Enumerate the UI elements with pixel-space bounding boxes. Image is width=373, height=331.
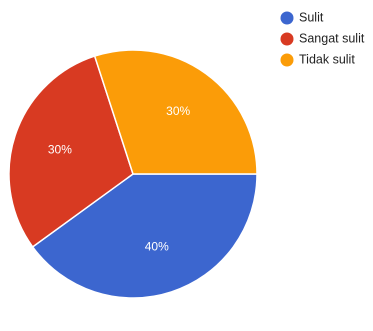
chart-legend: Sulit Sangat sulit Tidak sulit xyxy=(280,10,365,67)
pie-slices xyxy=(8,49,258,299)
pie-slice-tidak-sulit xyxy=(93,49,258,175)
legend-swatch-sangat-sulit xyxy=(280,32,294,46)
legend-label-tidak-sulit: Tidak sulit xyxy=(299,52,355,66)
legend-swatch-sulit xyxy=(280,11,294,25)
pie-slice-labels: 40% 30% 30% xyxy=(48,104,191,253)
pie-slice-sulit xyxy=(31,173,258,299)
legend-label-sangat-sulit: Sangat sulit xyxy=(299,31,365,45)
pie-slice-sangat-sulit xyxy=(8,55,134,248)
slice-label-sangat-sulit: 30% xyxy=(48,142,72,156)
slice-label-tidak-sulit: 30% xyxy=(166,104,190,118)
slice-label-sulit: 40% xyxy=(145,239,169,253)
legend-swatch-tidak-sulit xyxy=(280,53,294,67)
legend-label-sulit: Sulit xyxy=(299,10,324,24)
